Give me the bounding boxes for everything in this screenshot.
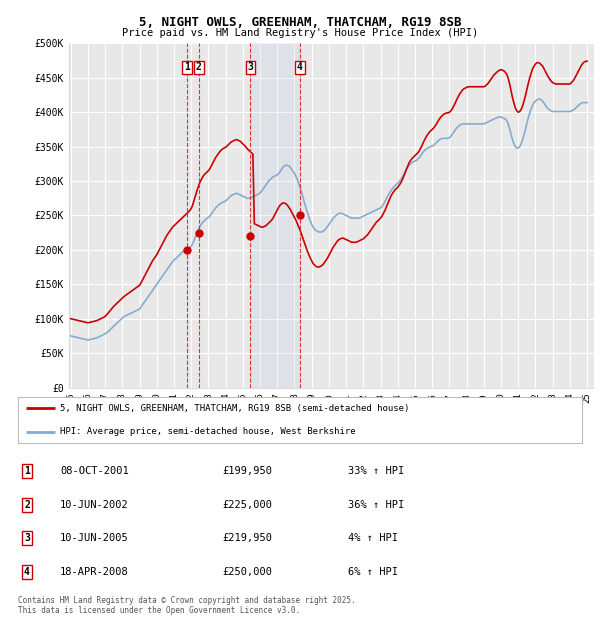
Text: £250,000: £250,000: [222, 567, 272, 577]
Text: 08-OCT-2001: 08-OCT-2001: [60, 466, 129, 476]
Bar: [250, 43, 299, 388]
Text: 5, NIGHT OWLS, GREENHAM, THATCHAM, RG19 8SB (semi-detached house): 5, NIGHT OWLS, GREENHAM, THATCHAM, RG19 …: [60, 404, 410, 413]
Text: 1: 1: [24, 466, 30, 476]
Text: 3: 3: [247, 63, 253, 73]
Text: 10-JUN-2002: 10-JUN-2002: [60, 500, 129, 510]
Text: 2: 2: [196, 63, 202, 73]
Text: £219,950: £219,950: [222, 533, 272, 543]
Text: 5, NIGHT OWLS, GREENHAM, THATCHAM, RG19 8SB: 5, NIGHT OWLS, GREENHAM, THATCHAM, RG19 …: [139, 16, 461, 29]
Text: 2: 2: [24, 500, 30, 510]
Text: 10-JUN-2005: 10-JUN-2005: [60, 533, 129, 543]
Text: 33% ↑ HPI: 33% ↑ HPI: [348, 466, 404, 476]
Text: 4% ↑ HPI: 4% ↑ HPI: [348, 533, 398, 543]
Text: Contains HM Land Registry data © Crown copyright and database right 2025.
This d: Contains HM Land Registry data © Crown c…: [18, 596, 356, 615]
Text: 18-APR-2008: 18-APR-2008: [60, 567, 129, 577]
Text: HPI: Average price, semi-detached house, West Berkshire: HPI: Average price, semi-detached house,…: [60, 427, 356, 436]
Text: 4: 4: [24, 567, 30, 577]
Text: 3: 3: [24, 533, 30, 543]
Text: Price paid vs. HM Land Registry's House Price Index (HPI): Price paid vs. HM Land Registry's House …: [122, 28, 478, 38]
Text: £199,950: £199,950: [222, 466, 272, 476]
Text: 6% ↑ HPI: 6% ↑ HPI: [348, 567, 398, 577]
Text: 1: 1: [184, 63, 190, 73]
Text: £225,000: £225,000: [222, 500, 272, 510]
Text: 4: 4: [297, 63, 302, 73]
Text: 36% ↑ HPI: 36% ↑ HPI: [348, 500, 404, 510]
